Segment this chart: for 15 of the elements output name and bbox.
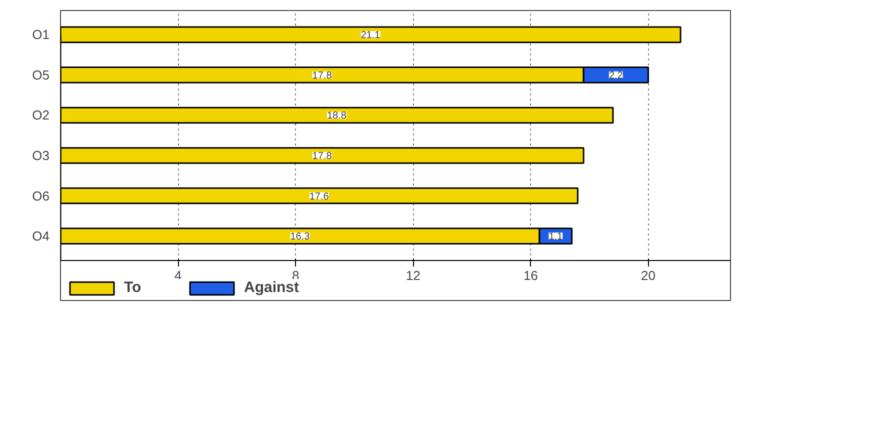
y-tick-label: O4: [32, 228, 50, 244]
x-tick-label: 16: [523, 268, 538, 284]
legend-label: Against: [244, 279, 300, 296]
legend-label: To: [124, 279, 142, 296]
x-tick-label: 4: [174, 268, 182, 284]
data-label: 1.1: [548, 232, 564, 243]
y-tick-label: O1: [32, 27, 50, 42]
data-label: 2.2: [608, 70, 624, 82]
data-label: 21.1: [360, 30, 381, 42]
x-tick-label: 20: [640, 268, 656, 284]
y-tick-label: O2: [32, 108, 50, 123]
y-tick-label: O3: [32, 148, 50, 163]
y-tick-label: O6: [32, 188, 50, 204]
x-tick-label: 12: [406, 268, 420, 284]
y-tick-label: O5: [32, 67, 50, 82]
